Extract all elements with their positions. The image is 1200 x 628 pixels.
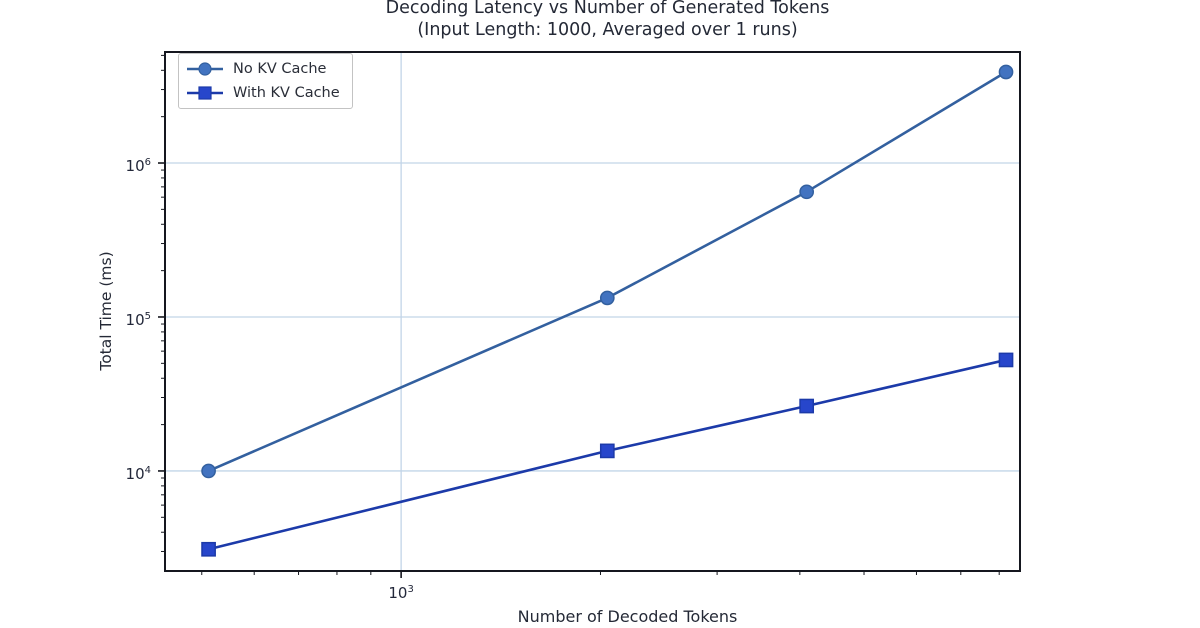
legend-label: No KV Cache: [233, 61, 327, 77]
legend-marker-square-icon: [187, 86, 223, 100]
tick-exp: 4: [144, 464, 151, 476]
legend: No KV Cache With KV Cache: [178, 53, 353, 109]
tick-exp: 3: [407, 584, 414, 595]
x-axis-label: Number of Decoded Tokens: [517, 607, 738, 626]
tick-base: 10: [125, 310, 145, 329]
y-tick-label: 105: [55, 306, 151, 331]
legend-marker-circle-icon: [187, 62, 223, 76]
tick-base: 10: [388, 584, 408, 602]
tick-exp: 5: [144, 310, 151, 322]
tick-base: 10: [125, 464, 145, 483]
legend-item-no-kv-cache: No KV Cache: [185, 58, 340, 80]
legend-item-with-kv-cache: With KV Cache: [185, 82, 340, 104]
x-tick-label: 103: [361, 579, 441, 604]
y-tick-label: 104: [55, 460, 151, 485]
tick-base: 10: [125, 157, 145, 175]
chart-title-line1: Decoding Latency vs Number of Generated …: [385, 0, 830, 18]
chart-title: Decoding Latency vs Number of Generated …: [180, 0, 1035, 41]
chart-title-line2: (Input Length: 1000, Averaged over 1 run…: [417, 20, 798, 40]
legend-label: With KV Cache: [233, 85, 340, 101]
y-tick-label: 106: [55, 152, 151, 177]
tick-exp: 6: [144, 157, 151, 168]
